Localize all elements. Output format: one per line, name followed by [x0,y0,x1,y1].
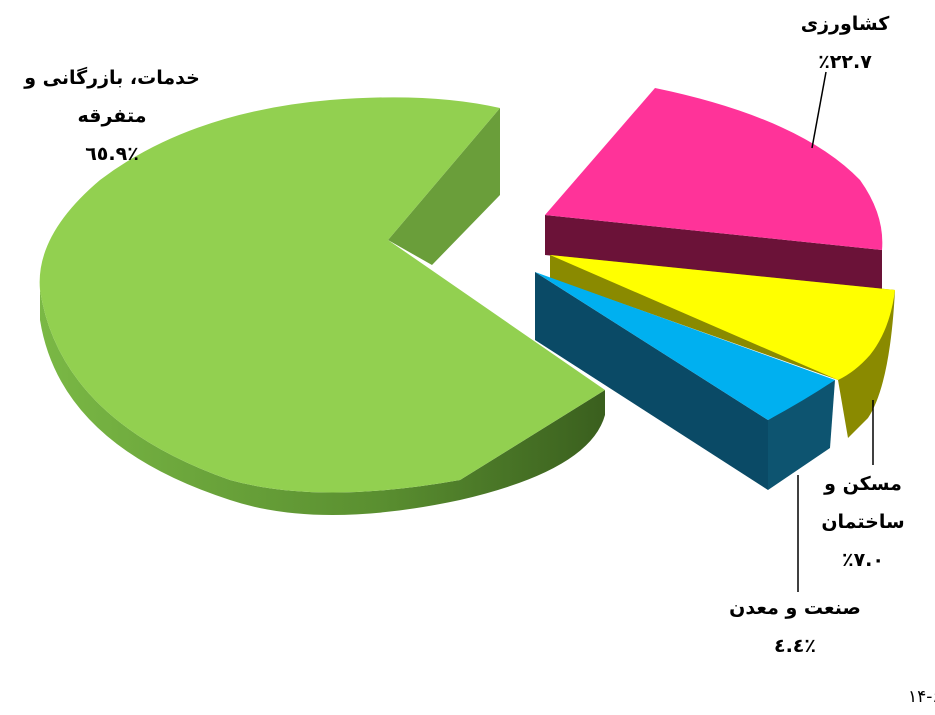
leader-line-agriculture [811,71,827,149]
slice-agriculture [545,88,883,290]
slice-industry [535,272,835,490]
slice-industry-front [535,272,768,490]
slice-housing-top [550,255,895,380]
slice-services-label-line2: متفرقه [78,105,147,127]
slice-services-top [39,97,605,493]
slice-services-value: ٪٦٥.٩ [85,143,139,165]
source-note: مبنا: جدول ۶-۱۴ [908,687,935,707]
slice-services-side-right [388,108,500,265]
slice-housing [550,255,895,438]
slice-housing-label-line2: ساختمان [821,511,904,533]
slice-housing-label-line1: مسکن و [823,473,902,495]
slice-industry-value: ٪٤.٤ [774,635,816,657]
slice-industry-top [535,272,835,420]
slice-services-label-line1: خدمات، بازرگانی و [23,66,200,89]
slice-agriculture-side [545,215,882,290]
slice-housing-value: ٪۷.۰ [842,549,884,571]
slice-services [39,97,605,515]
slice-industry-label: صنعت و معدن [729,597,861,619]
slice-agriculture-value: ٪۲۲.۷ [818,51,872,73]
slice-industry-side [768,380,835,490]
slice-agriculture-top [545,88,883,250]
slice-agriculture-label: کشاورزی [801,13,891,35]
